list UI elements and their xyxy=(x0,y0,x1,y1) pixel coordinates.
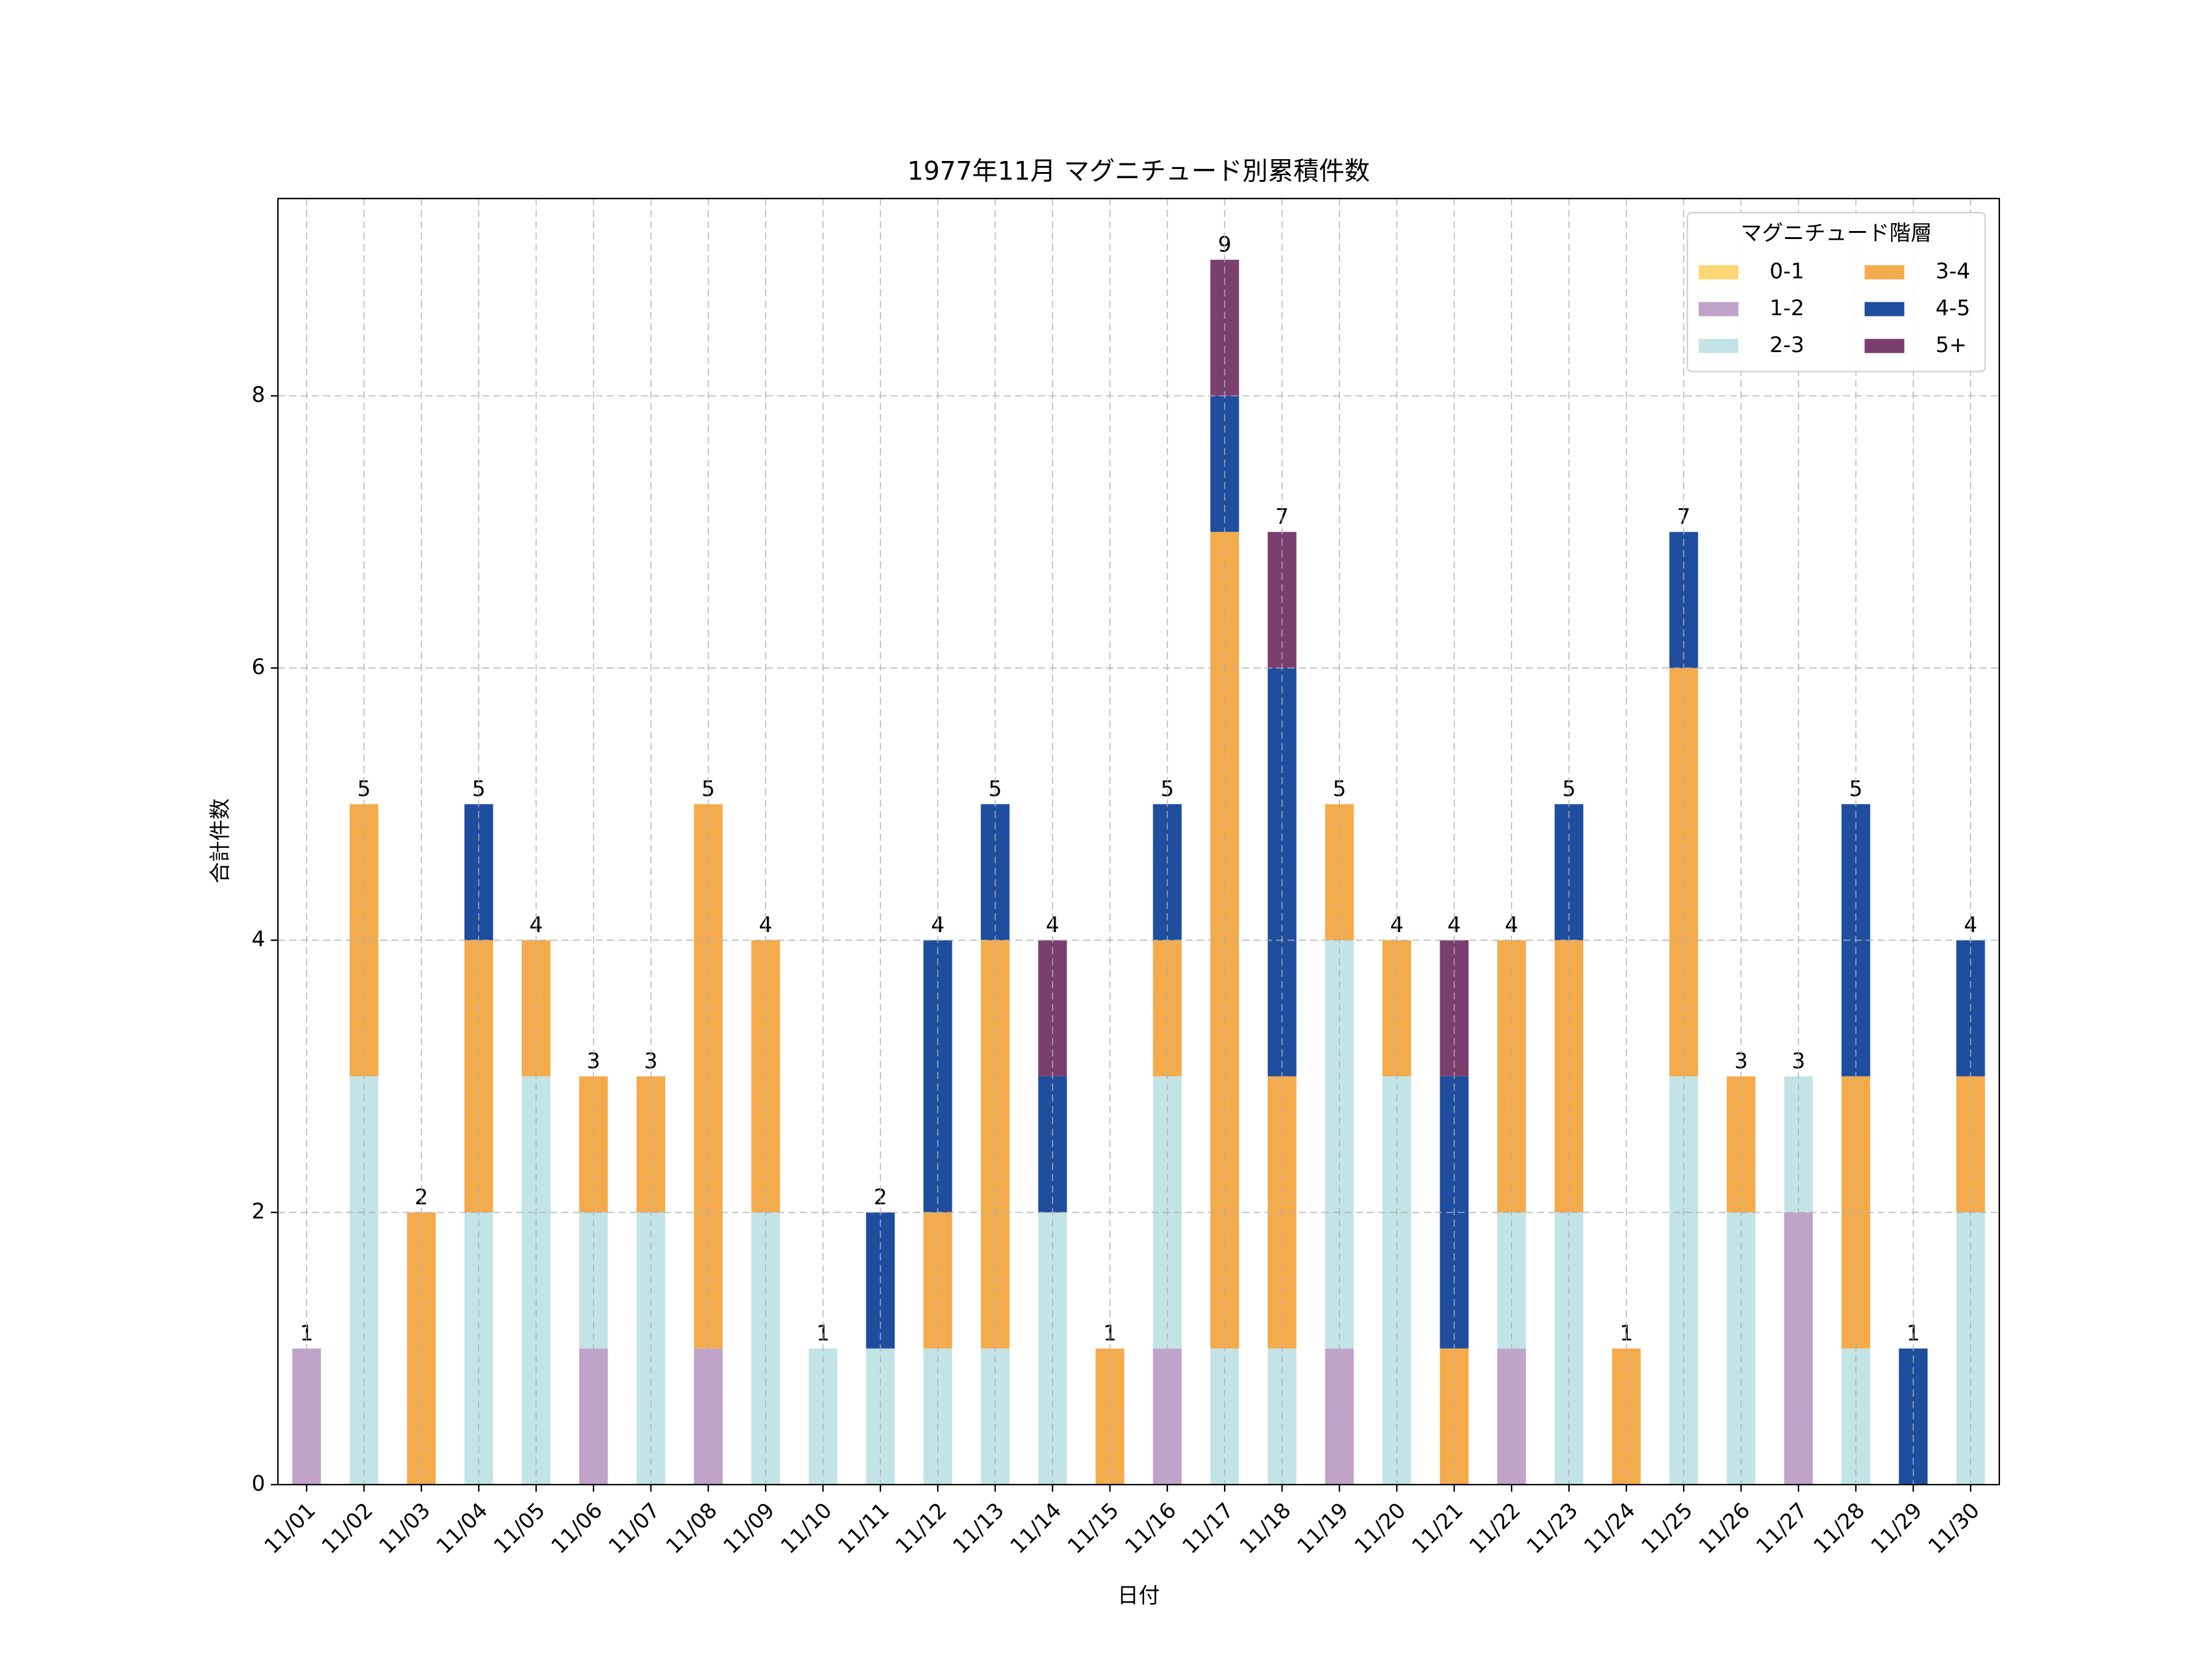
y-tick-label: 0 xyxy=(252,1472,265,1496)
legend-label: 5+ xyxy=(1936,333,1967,358)
legend-swatch xyxy=(1698,339,1739,353)
legend-swatch xyxy=(1864,339,1905,353)
chart-title: 1977年11月 マグニチュード別累積件数 xyxy=(908,156,1370,186)
legend-label: 2-3 xyxy=(1770,333,1805,358)
legend: マグニチュード階層 0-1 1-2 2-3 3-4 4-5 5+ xyxy=(1686,212,1986,372)
legend-swatch xyxy=(1698,265,1739,280)
x-axis-label: 日付 xyxy=(1117,1583,1159,1608)
legend-swatch xyxy=(1864,265,1905,280)
y-tick-label: 4 xyxy=(252,927,265,952)
legend-swatch xyxy=(1698,302,1739,316)
legend-swatch xyxy=(1864,302,1905,316)
y-tick-label: 6 xyxy=(252,655,265,680)
legend-label: 1-2 xyxy=(1770,296,1805,321)
y-tick-label: 8 xyxy=(252,383,265,407)
legend-label: 4-5 xyxy=(1936,296,1971,321)
y-tick-label: 2 xyxy=(252,1199,265,1224)
legend-label: 0-1 xyxy=(1770,259,1805,284)
legend-frame xyxy=(1686,212,1986,372)
legend-label: 3-4 xyxy=(1936,259,1971,284)
legend-title: マグニチュード階層 xyxy=(1741,221,1932,246)
plot-frame xyxy=(277,197,2000,1486)
y-axis-label: 合計件数 xyxy=(208,798,233,883)
